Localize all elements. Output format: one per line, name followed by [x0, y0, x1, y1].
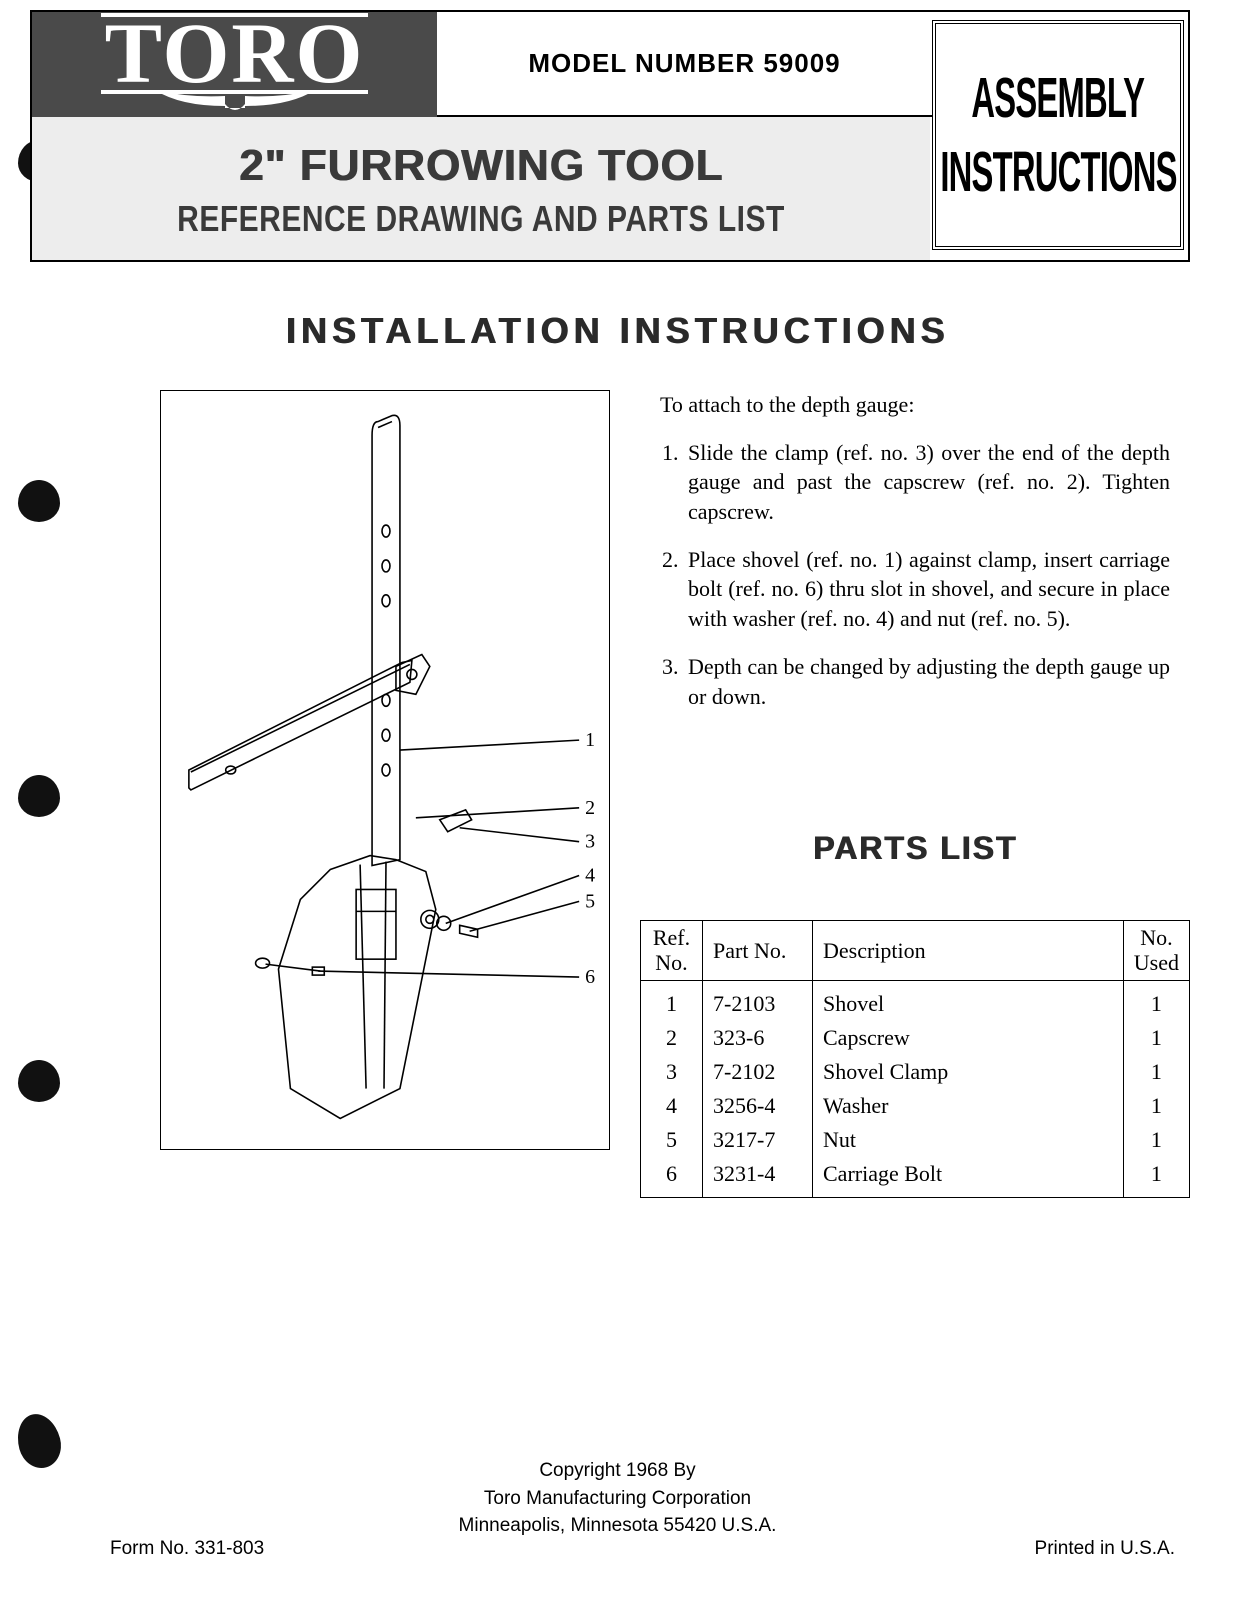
instruction-step-2: Place shovel (ref. no. 1) against clamp,…	[684, 545, 1170, 634]
instruction-step-1: Slide the clamp (ref. no. 3) over the en…	[684, 438, 1170, 527]
instructions-label: INSTRUCTIONS	[940, 140, 1176, 205]
parts-table-body: 17-2103Shovel12323-6Capscrew137-2102Shov…	[641, 980, 1190, 1197]
callout-3: 3	[585, 831, 595, 853]
callout-4: 4	[585, 865, 595, 887]
product-title: 2" FURROWING TOOL	[239, 141, 723, 191]
parts-col-desc: Description	[813, 921, 1124, 981]
logo-text: TORO	[101, 13, 369, 94]
footer-copyright: Copyright 1968 By Toro Manufacturing Cor…	[0, 1457, 1235, 1540]
table-row: 53217-7Nut1	[641, 1123, 1190, 1157]
title-band: 2" FURROWING TOOL REFERENCE DRAWING AND …	[32, 117, 930, 260]
callout-6: 6	[585, 966, 595, 988]
callout-1: 1	[585, 729, 595, 751]
table-row: 37-2102Shovel Clamp1	[641, 1055, 1190, 1089]
parts-list-heading: PARTS LIST	[660, 830, 1170, 867]
parts-col-used: No.Used	[1123, 921, 1189, 981]
callout-5: 5	[585, 890, 595, 912]
model-number: MODEL NUMBER 59009	[528, 48, 840, 79]
table-row: 43256-4Washer1	[641, 1089, 1190, 1123]
logo-horn-icon	[150, 88, 320, 116]
callout-2: 2	[585, 797, 595, 819]
reference-drawing: 1 2 3 4 5 6	[160, 390, 610, 1150]
copyright-line-1: Copyright 1968 By	[0, 1457, 1235, 1485]
header: TORO MODEL NUMBER 59009 ASSEMBLY INSTRUC…	[30, 10, 1190, 262]
punch-hole	[18, 480, 60, 522]
logo-box: TORO	[32, 12, 437, 117]
printed-in: Printed in U.S.A.	[1035, 1538, 1175, 1560]
model-number-box: MODEL NUMBER 59009	[437, 12, 932, 117]
parts-col-ref: Ref.No.	[641, 921, 703, 981]
instructions-intro: To attach to the depth gauge:	[660, 390, 1170, 420]
installation-instructions: To attach to the depth gauge: Slide the …	[660, 390, 1170, 729]
punch-hole	[18, 775, 60, 817]
form-number: Form No. 331-803	[110, 1538, 264, 1560]
punch-hole	[18, 1060, 60, 1102]
table-row: 17-2103Shovel1	[641, 980, 1190, 1021]
assembly-instructions-box: ASSEMBLY INSTRUCTIONS	[932, 20, 1184, 250]
furrowing-tool-diagram: 1 2 3 4 5 6	[161, 391, 609, 1149]
instruction-step-3: Depth can be changed by adjusting the de…	[684, 652, 1170, 711]
parts-table: Ref.No. Part No. Description No.Used 17-…	[640, 920, 1190, 1198]
parts-col-part: Part No.	[703, 921, 813, 981]
copyright-line-2: Toro Manufacturing Corporation	[0, 1485, 1235, 1513]
product-subtitle: REFERENCE DRAWING AND PARTS LIST	[177, 199, 785, 240]
table-row: 63231-4Carriage Bolt1	[641, 1157, 1190, 1198]
copyright-line-3: Minneapolis, Minnesota 55420 U.S.A.	[0, 1512, 1235, 1540]
table-row: 2323-6Capscrew1	[641, 1021, 1190, 1055]
assembly-label: ASSEMBLY	[972, 66, 1145, 131]
installation-heading: INSTALLATION INSTRUCTIONS	[0, 310, 1235, 352]
